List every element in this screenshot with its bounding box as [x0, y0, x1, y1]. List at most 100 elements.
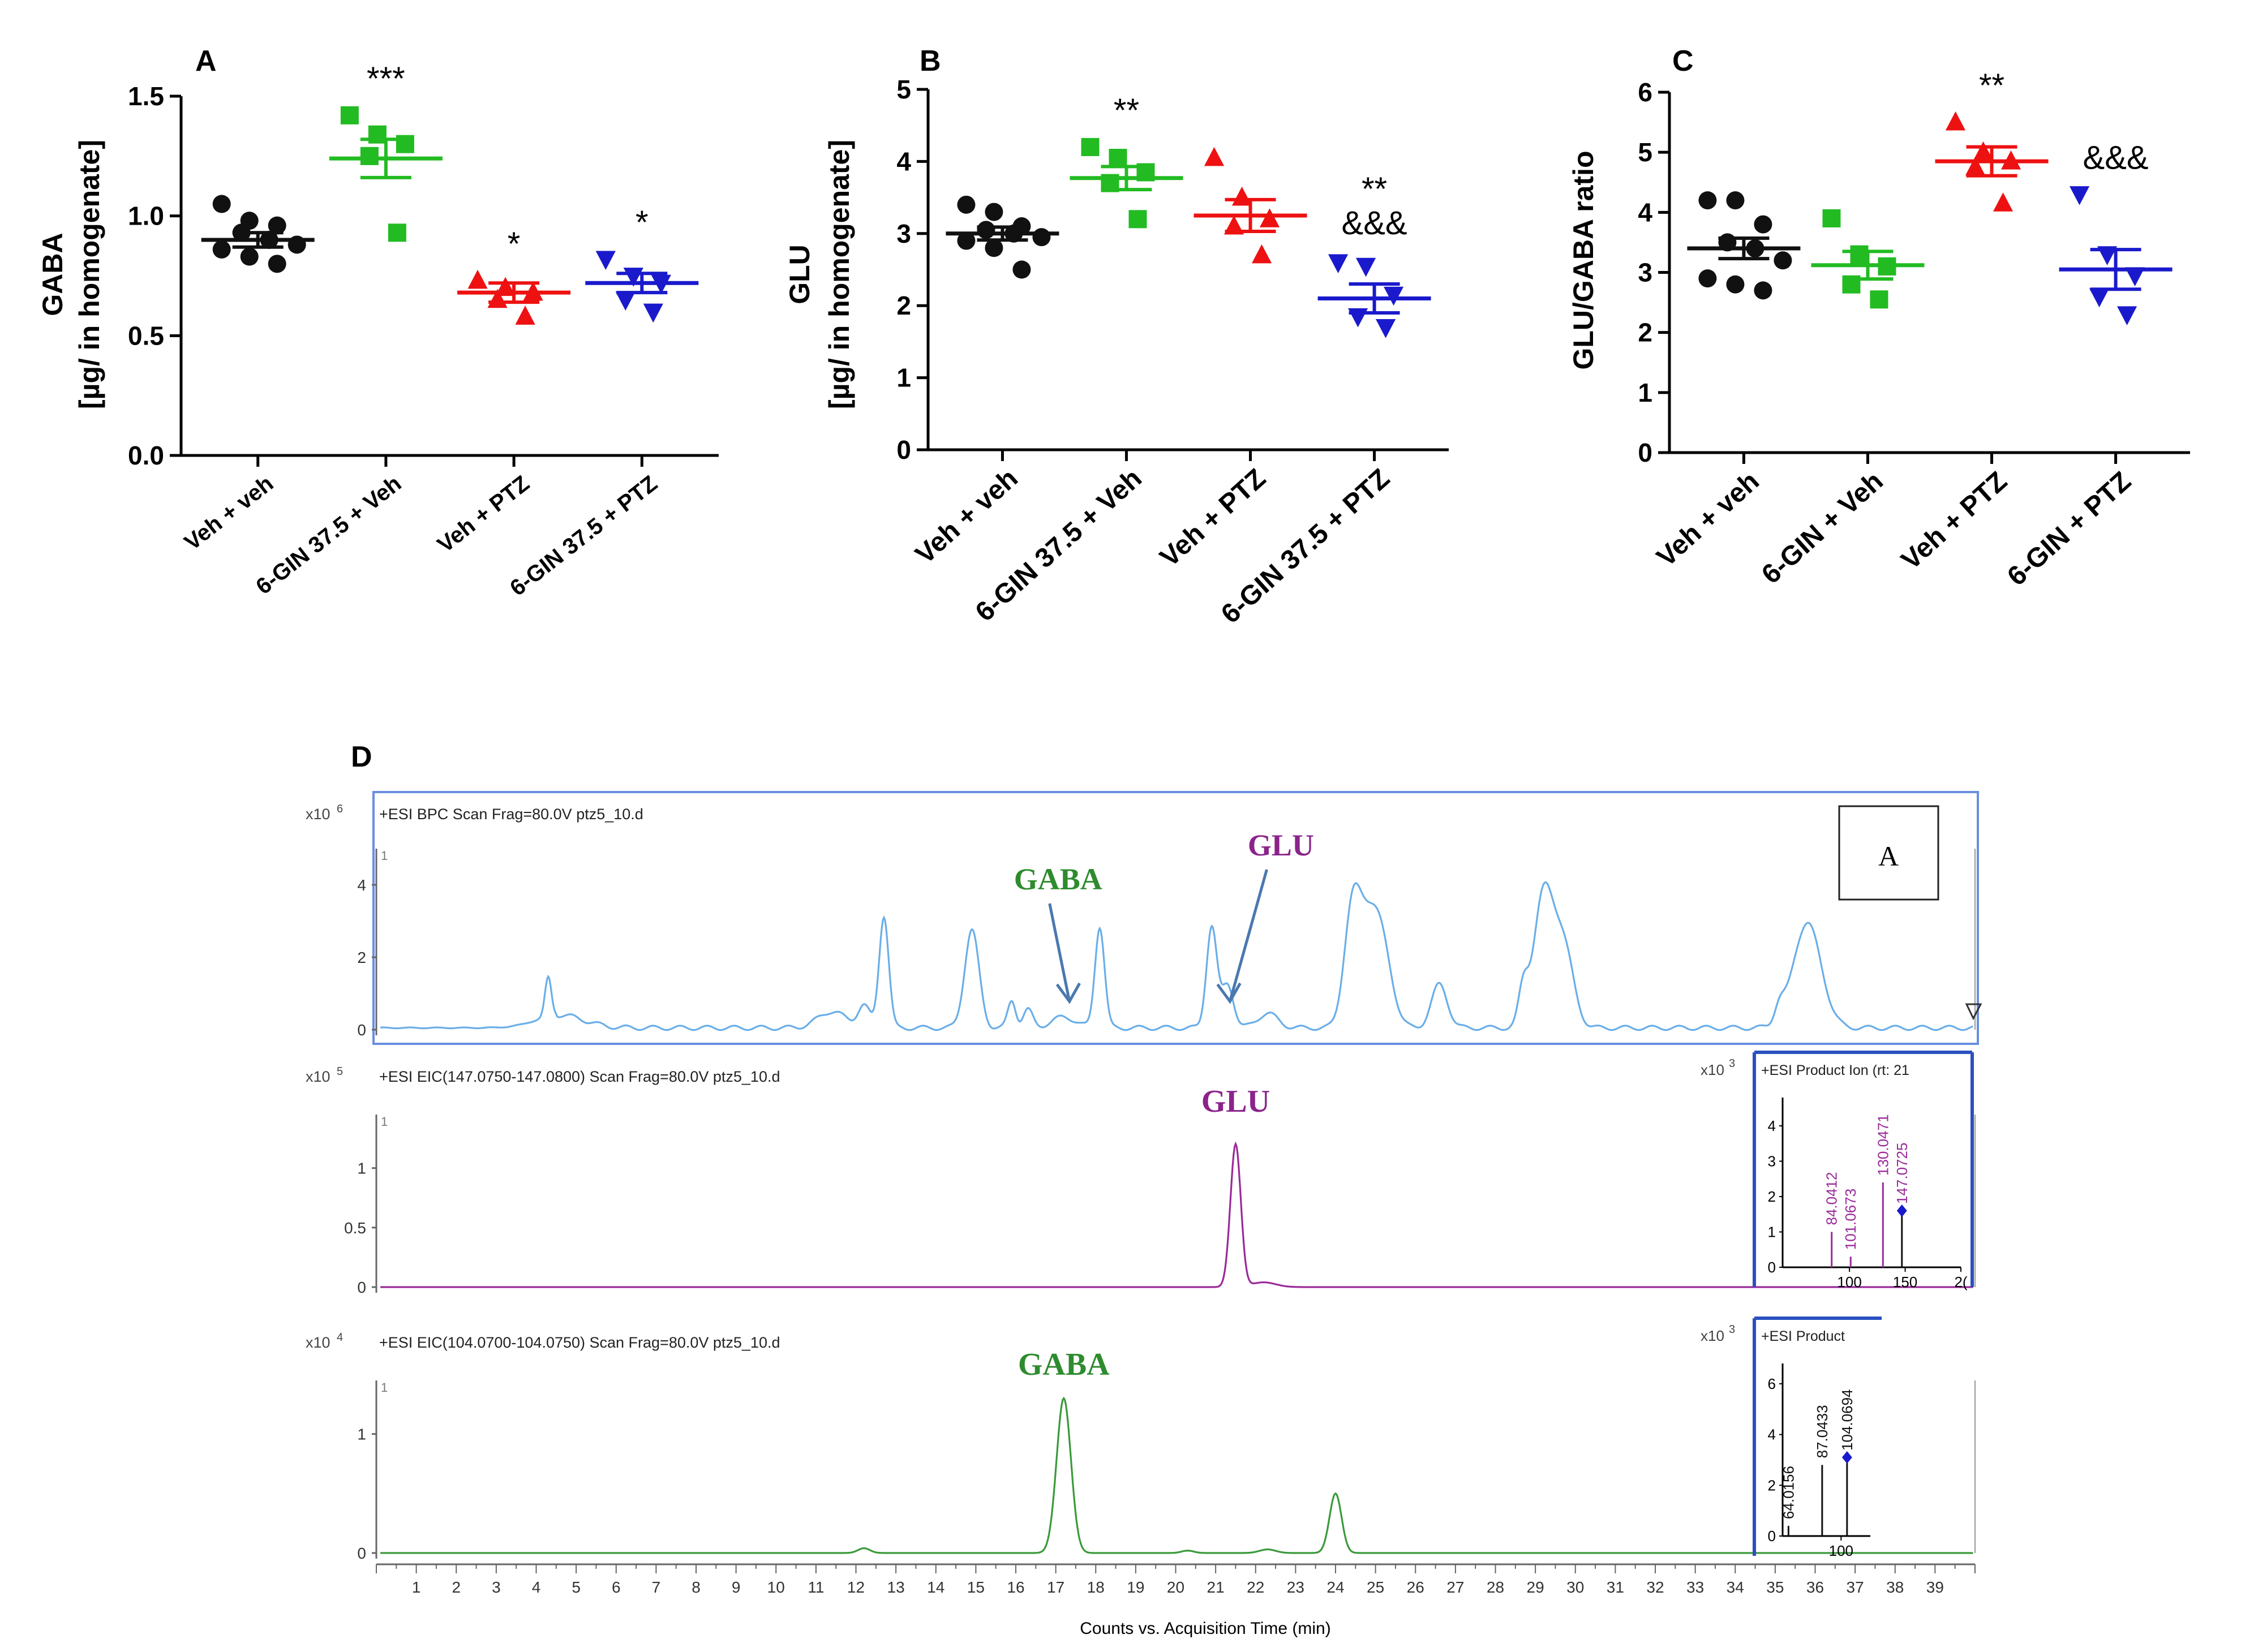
category-label: Veh + veh — [180, 471, 278, 555]
data-point — [340, 106, 359, 124]
trace-title: +ESI EIC(147.0750-147.0800) Scan Frag=80… — [379, 1068, 780, 1085]
time-tick-label: 19 — [1127, 1578, 1144, 1596]
trace-y-tick-label: 1 — [357, 1160, 366, 1177]
data-point — [1973, 141, 1994, 161]
peak-arrowhead — [1055, 982, 1081, 1004]
trace-scale-label: x10 — [306, 806, 330, 823]
panel-c-ylabel: GLU/GABA ratio — [1568, 150, 1599, 369]
panel-letter-d: D — [351, 741, 372, 773]
significance-label: *** — [367, 61, 405, 97]
spectrum-peak-label: 104.0694 — [1839, 1389, 1856, 1451]
data-point — [268, 255, 286, 273]
data-point — [1726, 275, 1745, 294]
inset-scale-exponent: 3 — [1729, 1057, 1735, 1070]
trace-axis-top-label: 1 — [381, 1115, 388, 1129]
time-tick-label: 8 — [692, 1578, 701, 1596]
time-tick-label: 6 — [612, 1578, 621, 1596]
data-point — [1383, 286, 1404, 306]
y-tick-label: 4 — [1638, 197, 1652, 227]
time-tick-label: 15 — [967, 1578, 985, 1596]
data-point — [1965, 156, 1986, 176]
data-point — [1726, 191, 1745, 210]
significance-label: * — [636, 204, 649, 241]
data-point — [1698, 269, 1717, 288]
data-point — [212, 195, 231, 213]
inset-y-tick-label: 0 — [1768, 1259, 1776, 1276]
data-point — [595, 251, 616, 270]
trace-scale-exponent: 6 — [337, 803, 343, 815]
trace-y-tick-label: 0.5 — [344, 1219, 366, 1237]
panel-letter-b: B — [920, 45, 941, 78]
peak-arrow-label: GLU — [1248, 828, 1314, 862]
y-tick-label: 0.5 — [128, 321, 164, 350]
trace-scale-exponent: 5 — [337, 1065, 343, 1078]
data-point — [1109, 149, 1127, 167]
data-point — [1081, 137, 1100, 156]
data-point — [1251, 244, 1272, 264]
time-tick-label: 20 — [1167, 1578, 1184, 1596]
time-tick-label: 39 — [1926, 1578, 1944, 1596]
inset-y-tick-label: 2 — [1768, 1477, 1776, 1494]
trace-y-tick-label: 0 — [357, 1545, 366, 1562]
time-tick-label: 2 — [452, 1578, 461, 1596]
y-tick-label: 4 — [896, 147, 911, 176]
time-tick-label: 7 — [652, 1578, 661, 1596]
time-tick-label: 23 — [1287, 1578, 1304, 1596]
inset-spectrum: +ESI Product x10 3 0 2 4 6 100 64.0156 87.0433 104… — [1701, 1317, 1882, 1559]
category-label: Veh + veh — [910, 463, 1024, 570]
data-point — [2124, 267, 2145, 287]
data-point — [1754, 281, 1772, 300]
data-point — [2069, 186, 2090, 205]
trace-y-tick-label: 0 — [357, 1279, 366, 1296]
data-point — [1375, 319, 1396, 338]
time-tick-label: 16 — [1007, 1578, 1024, 1596]
significance-label: &&& — [2083, 139, 2149, 176]
y-tick-label: 1.5 — [128, 81, 164, 111]
time-tick-label: 27 — [1446, 1578, 1464, 1596]
time-tick-label: 32 — [1646, 1578, 1664, 1596]
data-point — [388, 223, 406, 242]
category-label: Veh + veh — [1651, 466, 1765, 573]
time-tick-label: 29 — [1527, 1578, 1544, 1596]
y-tick-label: 1 — [896, 363, 911, 393]
trace-3: x10 4 +ESI EIC(104.0700-104.0750) Scan Fra… — [306, 1317, 1976, 1562]
trace-y-tick-label: 2 — [357, 949, 366, 966]
time-tick-label: 30 — [1566, 1578, 1584, 1596]
trace-y-tick-label: 1 — [357, 1426, 366, 1443]
data-point — [615, 291, 636, 311]
inset-title: +ESI Product — [1761, 1328, 1845, 1344]
time-tick-label: 24 — [1326, 1578, 1344, 1596]
data-point — [1993, 192, 2014, 212]
data-point — [1850, 245, 1869, 264]
peak-arrow-label: GABA — [1014, 862, 1102, 896]
spectrum-peak-label: 84.0412 — [1823, 1172, 1840, 1225]
time-tick-label: 18 — [1087, 1578, 1105, 1596]
peak-label: GLU — [1201, 1084, 1270, 1119]
data-point — [1945, 111, 1966, 131]
inset-y-tick-label: 4 — [1768, 1117, 1776, 1134]
y-tick-label: 0.0 — [128, 441, 164, 470]
category-label: 6-GIN + Veh — [1756, 466, 1889, 590]
time-tick-label: 4 — [532, 1578, 541, 1596]
inset-scale-label: x10 — [1701, 1327, 1724, 1344]
time-tick-label: 3 — [492, 1578, 501, 1596]
y-tick-label: 1 — [1638, 378, 1652, 407]
panel-b-ylabel-2: [µg/ in homogenate] — [823, 140, 855, 409]
time-tick-label: 5 — [572, 1578, 581, 1596]
trace-line — [380, 1141, 1973, 1288]
trace-2: x10 5 +ESI EIC(147.0750-147.0800) Scan Fra… — [306, 1051, 1976, 1296]
time-tick-label: 10 — [767, 1578, 785, 1596]
significance-label: ** — [1979, 67, 2004, 104]
time-tick-label: 13 — [887, 1578, 905, 1596]
inset-x-tick-label: 150 — [1893, 1274, 1917, 1290]
inset-y-tick-label: 6 — [1768, 1375, 1776, 1392]
time-tick-label: 35 — [1766, 1578, 1784, 1596]
data-point — [1032, 228, 1051, 247]
time-tick-label: 25 — [1367, 1578, 1384, 1596]
y-tick-label: 2 — [1638, 318, 1652, 347]
trace-line — [380, 881, 1974, 1031]
data-point — [2116, 306, 2137, 326]
peak-arrowhead — [1216, 982, 1242, 1004]
